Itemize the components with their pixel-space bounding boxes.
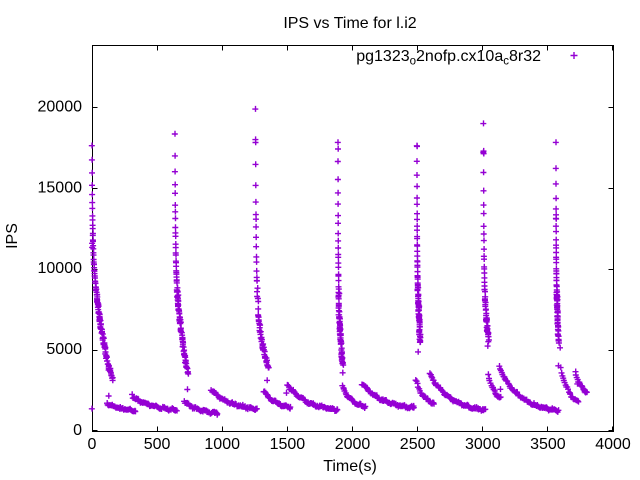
- svg-text:IPS vs Time for l.i2: IPS vs Time for l.i2: [283, 15, 416, 32]
- svg-text:IPS: IPS: [4, 223, 21, 249]
- svg-text:2000: 2000: [335, 436, 371, 453]
- svg-text:10000: 10000: [38, 260, 83, 277]
- svg-text:2500: 2500: [400, 436, 436, 453]
- svg-text:500: 500: [144, 436, 171, 453]
- svg-text:1000: 1000: [204, 436, 240, 453]
- svg-text:3000: 3000: [465, 436, 501, 453]
- svg-text:0: 0: [73, 422, 82, 439]
- svg-text:0: 0: [88, 436, 97, 453]
- svg-text:1500: 1500: [270, 436, 306, 453]
- svg-text:15000: 15000: [38, 179, 83, 196]
- svg-text:3500: 3500: [530, 436, 566, 453]
- svg-text:4000: 4000: [595, 436, 631, 453]
- svg-text:pg1323o2nofp.cx10ac8r32: pg1323o2nofp.cx10ac8r32: [356, 48, 541, 68]
- svg-text:20000: 20000: [38, 98, 83, 115]
- svg-text:Time(s): Time(s): [323, 458, 377, 475]
- svg-text:5000: 5000: [46, 341, 82, 358]
